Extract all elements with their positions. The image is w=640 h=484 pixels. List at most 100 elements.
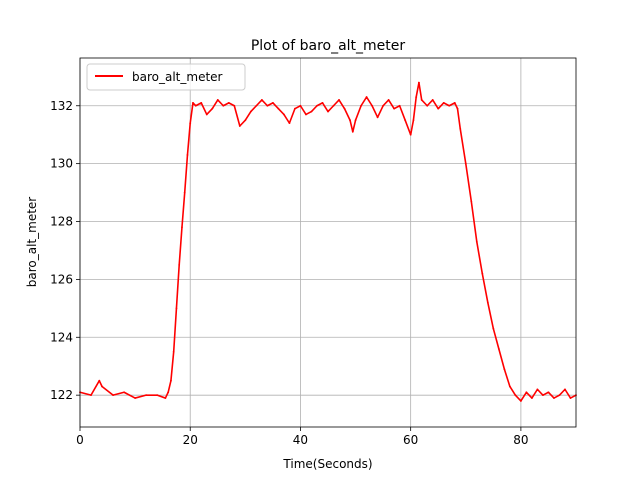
data-point bbox=[536, 388, 539, 391]
data-point bbox=[503, 368, 506, 371]
data-point bbox=[216, 99, 219, 101]
data-point bbox=[420, 99, 423, 101]
data-point bbox=[351, 130, 354, 133]
data-point bbox=[255, 104, 258, 107]
data-point bbox=[181, 226, 183, 229]
x-tick-label: 80 bbox=[513, 433, 528, 447]
y-tick-label: 132 bbox=[50, 99, 73, 113]
series-layer bbox=[79, 81, 577, 402]
data-point bbox=[569, 397, 572, 399]
data-point bbox=[271, 101, 274, 104]
data-point bbox=[288, 122, 291, 125]
data-point bbox=[382, 104, 385, 107]
data-point bbox=[327, 110, 329, 113]
data-point bbox=[164, 397, 167, 399]
data-point bbox=[205, 113, 208, 116]
data-point bbox=[90, 394, 92, 397]
data-point bbox=[178, 264, 181, 266]
data-point bbox=[134, 397, 137, 399]
data-point bbox=[194, 104, 197, 107]
data-point bbox=[387, 99, 390, 101]
data-point bbox=[283, 113, 285, 116]
y-tick-label: 130 bbox=[50, 157, 73, 171]
data-point bbox=[145, 394, 148, 397]
data-point bbox=[101, 385, 103, 388]
y-tick-label: 126 bbox=[50, 272, 73, 286]
x-tick-label: 0 bbox=[76, 433, 84, 447]
data-point bbox=[497, 347, 500, 350]
data-point bbox=[260, 99, 263, 101]
data-point bbox=[393, 107, 396, 110]
data-point bbox=[418, 81, 420, 84]
data-point bbox=[470, 200, 473, 203]
y-tick-label: 128 bbox=[50, 215, 73, 229]
data-point bbox=[172, 350, 175, 353]
data-point bbox=[481, 272, 484, 275]
data-point bbox=[299, 104, 302, 107]
data-point bbox=[238, 125, 241, 127]
data-point bbox=[233, 104, 236, 107]
x-tick-label: 40 bbox=[293, 433, 308, 447]
data-point bbox=[486, 301, 489, 304]
data-point bbox=[404, 119, 407, 122]
data-point bbox=[508, 385, 511, 388]
data-point bbox=[222, 104, 225, 107]
y-axis: 122 124 126 128 130 132 bbox=[50, 99, 80, 402]
data-point bbox=[123, 391, 125, 394]
data-point bbox=[175, 307, 178, 310]
data-point bbox=[170, 379, 172, 382]
data-point bbox=[227, 101, 230, 104]
data-point bbox=[519, 400, 522, 402]
data-point bbox=[192, 101, 194, 104]
data-point bbox=[156, 394, 159, 397]
grid-lines bbox=[79, 58, 576, 427]
x-tick-label: 20 bbox=[183, 433, 198, 447]
data-point bbox=[531, 397, 533, 399]
data-point bbox=[514, 394, 517, 397]
data-point bbox=[365, 96, 368, 98]
y-tick-label: 122 bbox=[50, 388, 73, 402]
data-point bbox=[189, 122, 192, 125]
data-point bbox=[415, 96, 418, 98]
data-point bbox=[437, 107, 440, 110]
plot-frame bbox=[79, 57, 577, 428]
data-point bbox=[200, 101, 203, 104]
data-point bbox=[412, 119, 415, 122]
data-point bbox=[98, 379, 101, 382]
data-point bbox=[343, 107, 346, 110]
data-point bbox=[112, 394, 114, 397]
data-point bbox=[354, 119, 357, 122]
data-point bbox=[186, 154, 189, 156]
data-point bbox=[167, 391, 170, 394]
data-point bbox=[431, 99, 434, 101]
data-point bbox=[456, 107, 459, 110]
chart-title: Plot of baro_alt_meter bbox=[251, 38, 406, 54]
data-point bbox=[398, 104, 401, 107]
plot-area bbox=[80, 58, 576, 427]
data-point bbox=[266, 104, 269, 107]
data-point bbox=[442, 101, 445, 104]
y-axis-label: baro_alt_meter bbox=[25, 197, 39, 288]
data-point bbox=[409, 133, 412, 136]
data-point bbox=[475, 240, 478, 243]
data-point bbox=[211, 107, 214, 110]
data-point bbox=[453, 101, 456, 104]
x-tick-label: 60 bbox=[403, 433, 418, 447]
data-point bbox=[332, 104, 335, 107]
data-point bbox=[360, 104, 362, 107]
data-point bbox=[294, 107, 296, 110]
data-point bbox=[183, 191, 186, 194]
data-point bbox=[547, 391, 550, 394]
data-point bbox=[376, 116, 379, 119]
legend-label: baro_alt_meter bbox=[132, 70, 223, 84]
data-point bbox=[464, 162, 467, 165]
data-point bbox=[249, 110, 252, 113]
x-axis: 0 20 40 60 80 bbox=[76, 427, 529, 447]
data-point bbox=[448, 104, 451, 107]
data-point bbox=[316, 104, 318, 107]
data-point bbox=[492, 327, 495, 330]
data-point bbox=[277, 107, 280, 110]
data-point bbox=[371, 104, 373, 107]
data-point bbox=[349, 119, 351, 122]
